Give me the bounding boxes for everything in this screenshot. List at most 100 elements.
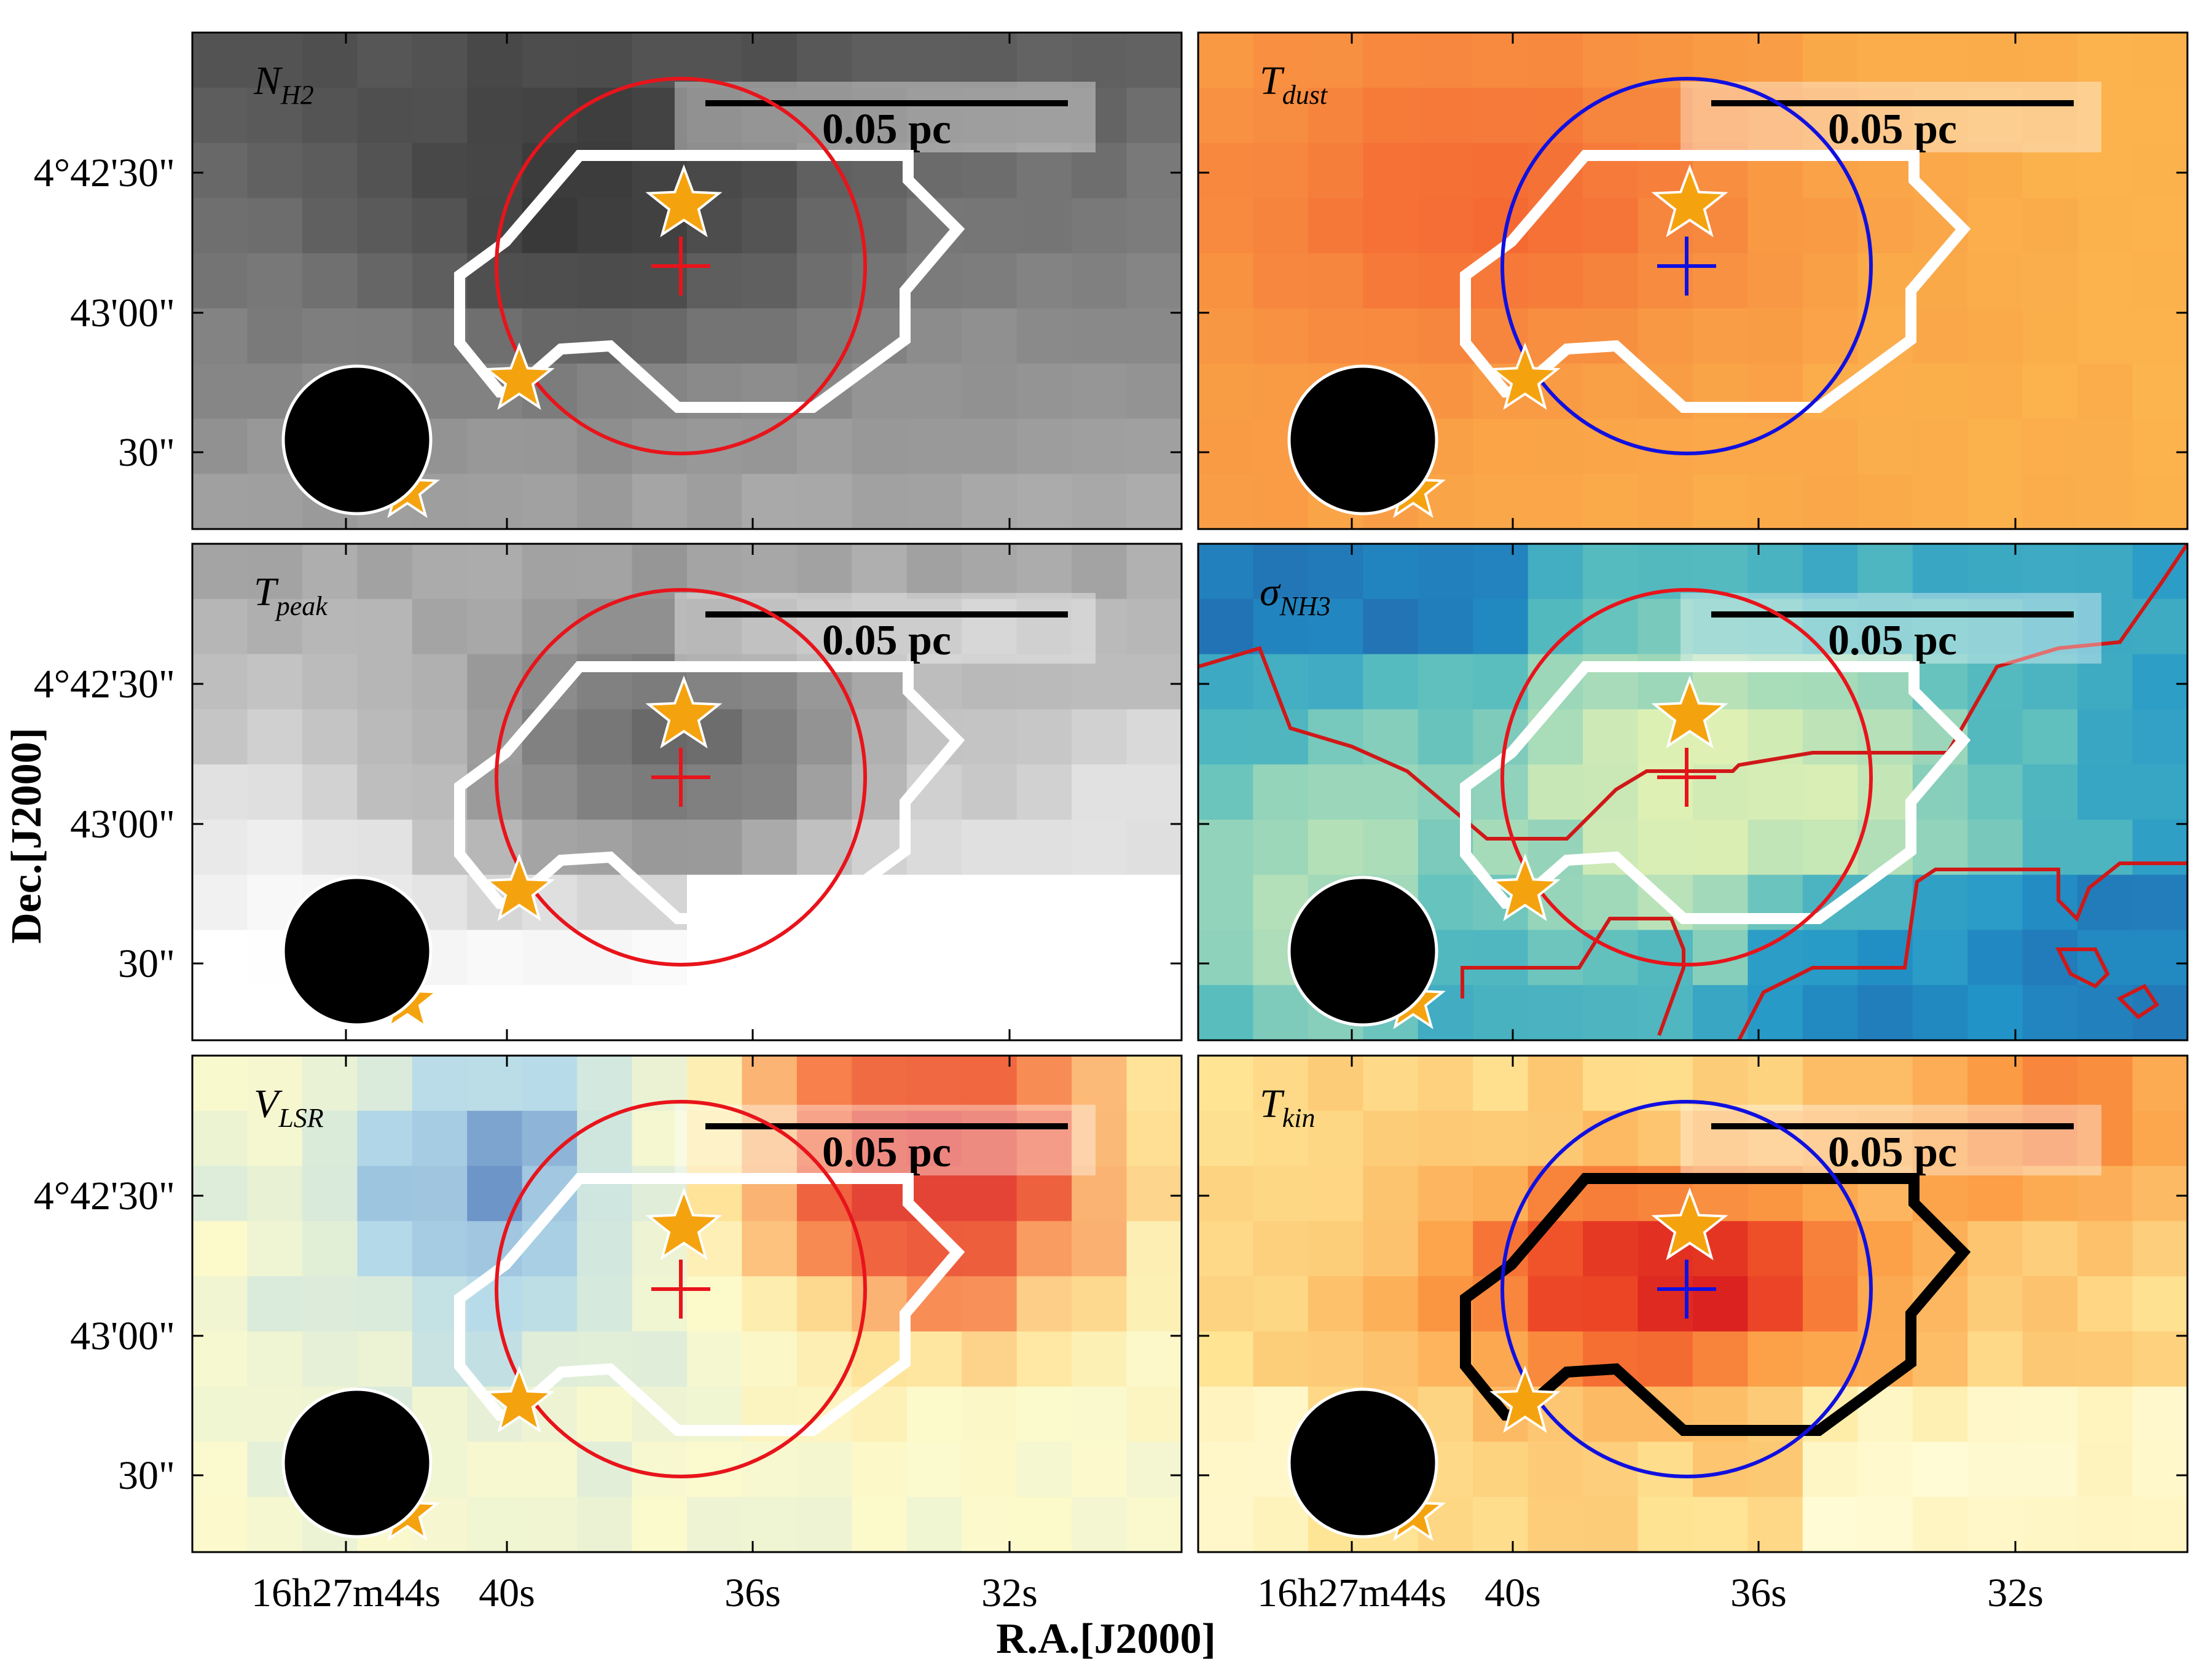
heatmap-pixel <box>1072 474 1128 529</box>
panel-N_H2-image: 0.05 pc <box>192 33 1182 529</box>
beam-size-icon <box>1287 876 1438 1027</box>
heatmap-pixel <box>1198 1276 1254 1332</box>
heatmap-pixel <box>1016 143 1072 198</box>
heatmap-pixel <box>796 198 852 254</box>
heatmap-pixel <box>467 1497 523 1552</box>
heatmap-pixel <box>906 87 962 144</box>
heatmap-pixel <box>1253 198 1309 254</box>
heatmap-pixel <box>357 33 413 88</box>
heatmap-pixel <box>962 253 1018 309</box>
heatmap-pixel <box>1072 1497 1128 1552</box>
heatmap-pixel <box>2022 985 2078 1040</box>
heatmap-pixel <box>1126 985 1182 1040</box>
beam-ring <box>495 77 867 455</box>
heatmap-pixel <box>467 985 523 1040</box>
heatmap-pixel <box>2077 363 2133 420</box>
heatmap-pixel <box>852 764 908 820</box>
panel-label-N_H2: NH2 <box>253 58 314 110</box>
heatmap-pixel <box>1198 1386 1254 1443</box>
heatmap-pixel <box>1802 598 1858 655</box>
heatmap-pixel <box>1198 33 1254 88</box>
panel-N_H2: 0.05 pc NH2 4°42'30" 43'00" 30" <box>34 31 1183 530</box>
heatmap-pixel <box>1016 1166 1072 1222</box>
heatmap-pixel <box>1016 363 1072 420</box>
panel-frame <box>1197 1054 2189 1553</box>
heatmap-pixel <box>1747 1276 1803 1332</box>
heatmap-pixel <box>1308 198 1363 254</box>
heatmap-pixel <box>1072 874 1128 931</box>
heatmap-pixel <box>2022 544 2078 600</box>
heatmap-pixel <box>192 253 248 309</box>
heatmap-pixel <box>1363 143 1419 198</box>
heatmap-pixel <box>796 1110 852 1167</box>
heatmap-pixel <box>1198 308 1254 364</box>
heatmap-pixel <box>1802 1221 1858 1277</box>
heatmap-pixel <box>1016 1331 1072 1387</box>
heatmap-pixel <box>796 764 852 820</box>
heatmap-pixel <box>1198 87 1254 144</box>
heatmap-pixel <box>1418 33 1473 88</box>
heatmap-pixel <box>687 598 743 655</box>
heatmap-pixel <box>1747 764 1803 820</box>
heatmap-pixel <box>1308 308 1363 364</box>
panel-T_dust-image: 0.05 pc <box>1198 33 2187 529</box>
heatmap-pixel <box>1912 985 1968 1040</box>
heatmap-pixel <box>577 1221 633 1277</box>
heatmap-pixel <box>852 87 908 144</box>
x-tick-label: 16h27m44s <box>251 1571 441 1615</box>
heatmap-pixel <box>1528 1276 1583 1332</box>
heatmap-pixel <box>247 308 303 364</box>
heatmap-pixel <box>1126 1056 1182 1112</box>
heatmap-pixel <box>1802 87 1858 144</box>
heatmap-pixel <box>1583 764 1639 820</box>
heatmap-pixel <box>742 544 798 600</box>
heatmap-pixel <box>2022 709 2078 765</box>
heatmap-pixel <box>1363 598 1419 655</box>
heatmap-pixel <box>1967 474 2023 529</box>
heatmap-pixel <box>1912 363 1968 420</box>
protostar-icon <box>1651 1187 1728 1261</box>
heatmap-pixel <box>852 1110 908 1167</box>
heatmap-pixel <box>1912 1056 1968 1112</box>
heatmap-pixel <box>1967 87 2023 144</box>
axes-group: R.A.[J2000] Dec.[J2000] <box>3 728 1216 1659</box>
heatmap-pixel <box>962 544 1018 600</box>
heatmap-pixel <box>1967 544 2023 600</box>
heatmap-pixel <box>687 1497 743 1552</box>
heatmap-pixel <box>247 253 303 309</box>
heatmap-pixel <box>357 544 413 600</box>
heatmap-pixel <box>1857 253 1913 309</box>
heatmap-pixel <box>1802 764 1858 820</box>
heatmap-pixel <box>577 1386 633 1443</box>
heatmap-pixel <box>1016 1056 1072 1112</box>
heatmap-pixel <box>1693 1331 1749 1387</box>
heatmap-pixel <box>1583 1276 1639 1332</box>
heatmap-pixel <box>687 1331 743 1387</box>
heatmap-pixel <box>467 1110 523 1167</box>
heatmap-pixel <box>1072 308 1128 364</box>
heatmap-pixel <box>1016 819 1072 876</box>
heatmap-pixel <box>1016 1276 1072 1332</box>
heatmap-pixel <box>247 1110 303 1167</box>
heatmap-pixel <box>577 198 633 254</box>
heatmap-pixel <box>1126 87 1182 144</box>
heatmap-pixel <box>1473 308 1529 364</box>
heatmap-pixel <box>1253 1166 1309 1222</box>
heatmap-pixel <box>1528 764 1583 820</box>
nh3-contour-line <box>1737 861 2187 1040</box>
heatmap-pixel <box>1418 654 1473 710</box>
heatmap-pixel <box>1072 1056 1128 1112</box>
beam-size-icon <box>281 876 433 1027</box>
scale-bar-backdrop <box>675 593 1096 664</box>
panel-frame <box>191 1054 1183 1553</box>
panel-label-main: T <box>1260 58 1285 103</box>
heatmap-pixel <box>412 87 468 144</box>
core-contour <box>454 1173 965 1436</box>
panel-label-V_LSR: VLSR <box>254 1081 324 1133</box>
heatmap-pixel <box>2132 418 2187 474</box>
heatmap-pixel <box>357 253 413 309</box>
panel-label-T_kin: Tkin <box>1260 1081 1315 1133</box>
heatmap-pixel <box>467 1056 523 1112</box>
heatmap-pixel <box>1637 1276 1693 1332</box>
heatmap-pixel <box>1637 1497 1693 1552</box>
